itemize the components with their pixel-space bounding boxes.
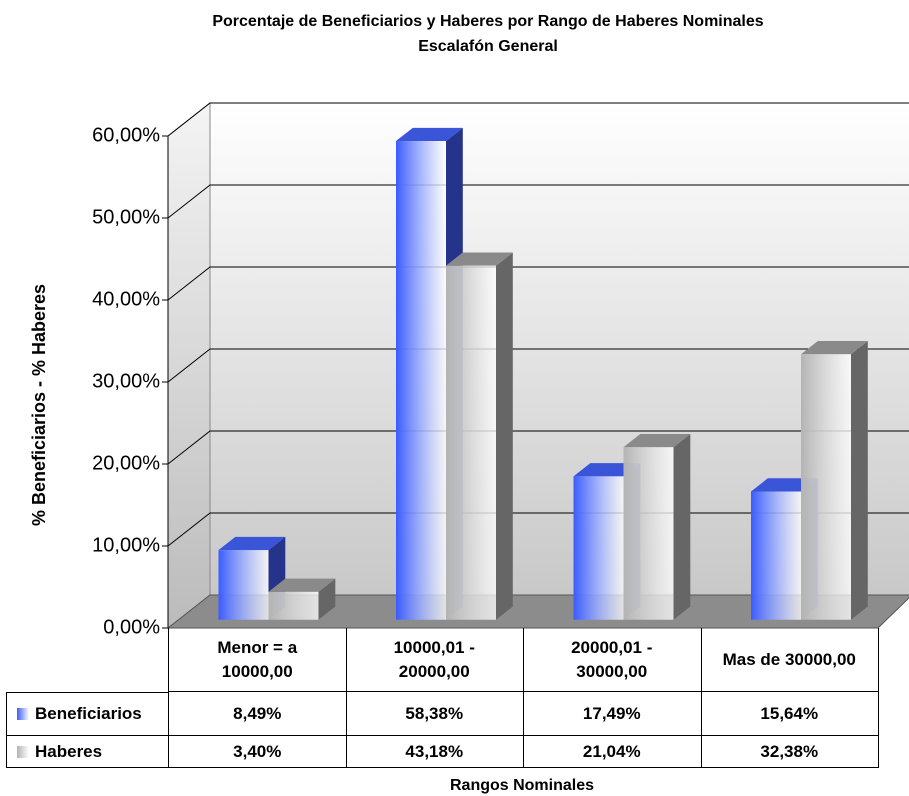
bar-front [446, 265, 496, 620]
data-table-value: 32,38% [700, 736, 879, 768]
legend-label: Beneficiarios [35, 704, 142, 723]
bar [801, 341, 868, 620]
grid-line [167, 184, 909, 219]
y-tick-label: 0,00% [103, 616, 160, 638]
y-axis-label: % Beneficiarios - % Haberes [29, 284, 49, 526]
grid-line [167, 348, 909, 383]
x-axis-label: Rangos Nominales [450, 777, 594, 794]
y-tick-label: 10,00% [92, 534, 160, 556]
bar-front [801, 354, 851, 620]
y-tick-label: 30,00% [92, 370, 160, 392]
bar-side [851, 341, 868, 620]
category-label: Mas de 30000,00 [700, 628, 879, 692]
legend-entry: Haberes [6, 736, 169, 768]
chart-subtitle: Escalafón General [418, 38, 558, 55]
bar-front [218, 550, 269, 620]
legend-entry: Beneficiarios [6, 692, 169, 736]
data-table-value: 58,38% [345, 692, 524, 736]
bar-top [218, 536, 286, 551]
data-table-value: 17,49% [523, 692, 702, 736]
chart-title: Porcentaje de Beneficiarios y Haberes po… [212, 13, 763, 30]
bar-front [751, 491, 801, 620]
bar-top [801, 341, 868, 355]
grid-line [167, 430, 909, 465]
bar-side [673, 434, 691, 620]
grid-line [167, 266, 909, 301]
y-tick-label: 50,00% [92, 206, 160, 228]
bar-front [623, 447, 674, 620]
category-label: 20000,01 - 30000,00 [523, 628, 702, 692]
data-table-value: 15,64% [700, 692, 879, 736]
bar-top [446, 252, 513, 266]
category-label: 10000,01 - 20000,00 [345, 628, 524, 692]
data-table-value: 3,40% [168, 736, 347, 768]
grid-line [167, 102, 909, 137]
y-tick-label: 20,00% [92, 452, 160, 474]
bar-front [268, 591, 319, 620]
bar [446, 252, 513, 620]
bar-top [623, 434, 691, 448]
data-table-value: 8,49% [168, 692, 347, 736]
legend-swatch [17, 708, 29, 720]
bar [623, 434, 691, 620]
category-label: Menor = a 10000,00 [168, 628, 347, 692]
y-tick-label: 40,00% [92, 288, 160, 310]
floor [166, 594, 909, 629]
bar-side [318, 578, 336, 620]
bar-top [268, 578, 336, 592]
data-table-value: 21,04% [523, 736, 702, 768]
legend-label: Haberes [35, 741, 103, 761]
y-tick-label: 60,00% [92, 124, 160, 146]
bar-side [496, 252, 513, 620]
bar [268, 578, 336, 620]
data-table-value: 43,18% [345, 736, 524, 768]
bar-front [573, 476, 624, 620]
bar-top [396, 127, 463, 142]
bar-front [396, 141, 446, 620]
legend-swatch [17, 745, 29, 758]
